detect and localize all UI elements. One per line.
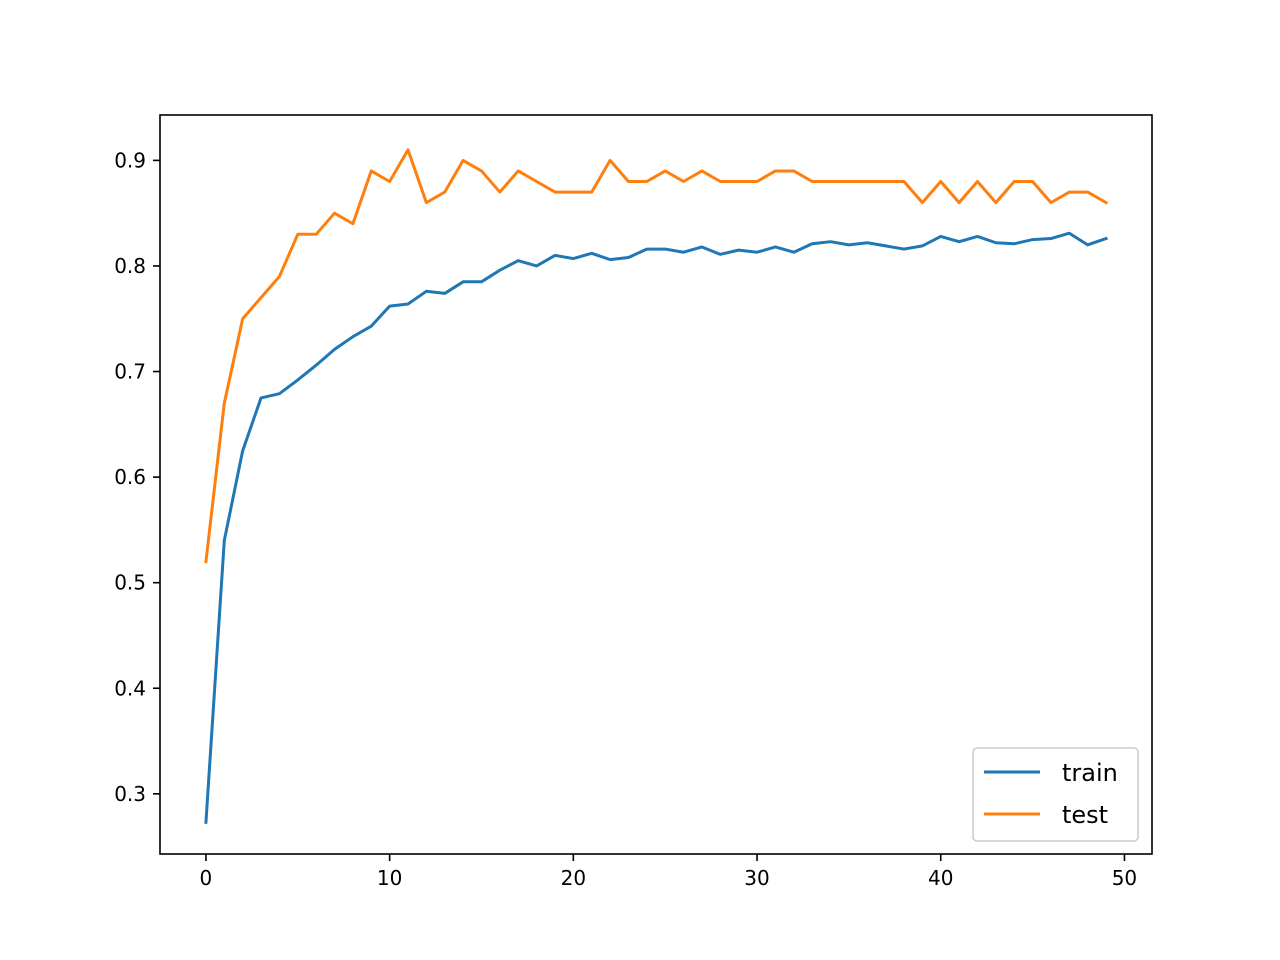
y-axis: 0.3 0.4 0.5 0.6 0.7 0.8 0.9 <box>114 148 160 806</box>
y-tick-label: 0.8 <box>114 254 146 278</box>
y-tick-label: 0.5 <box>114 571 146 595</box>
x-tick-label: 50 <box>1112 866 1137 890</box>
y-tick-label: 0.3 <box>114 782 146 806</box>
y-tick-label: 0.7 <box>114 360 146 384</box>
series-line-test <box>204 148 1109 564</box>
x-tick-label: 10 <box>377 866 402 890</box>
legend-label-test: test <box>1062 801 1108 829</box>
legend-label-train: train <box>1062 759 1118 787</box>
x-tick-label: 20 <box>561 866 586 890</box>
y-tick-label: 0.9 <box>114 148 146 172</box>
legend: train test <box>972 747 1139 842</box>
series-layer <box>204 148 1109 824</box>
x-tick-label: 40 <box>928 866 953 890</box>
x-tick-label: 30 <box>744 866 769 890</box>
plot-frame <box>159 114 1153 855</box>
x-axis: 0 10 20 30 40 50 <box>200 854 1137 890</box>
series-line-train <box>204 231 1108 824</box>
y-tick-label: 0.6 <box>114 465 146 489</box>
x-tick-label: 0 <box>200 866 213 890</box>
y-tick-label: 0.4 <box>114 676 146 700</box>
